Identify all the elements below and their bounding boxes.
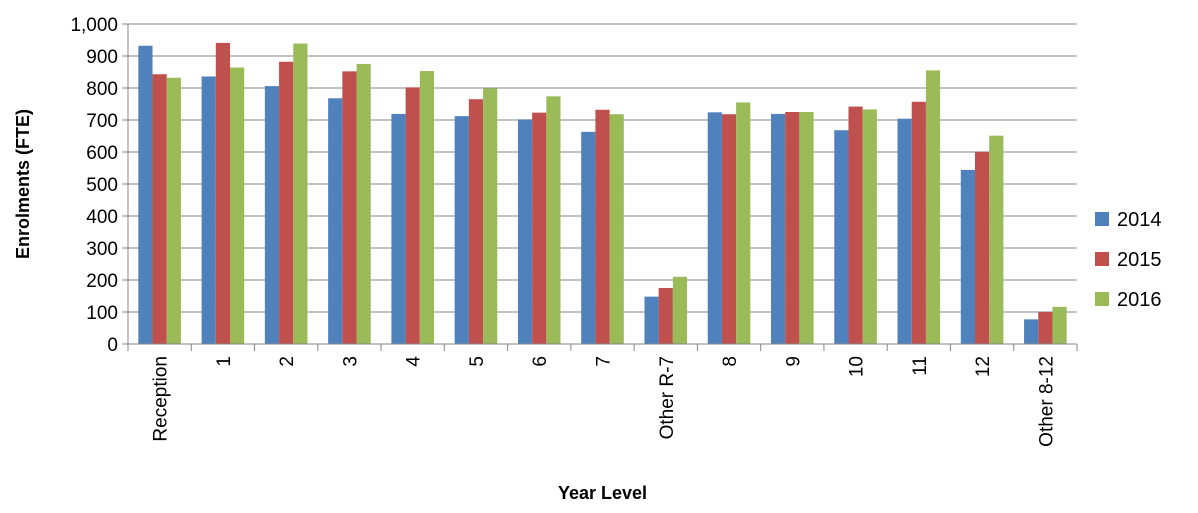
x-tick-label: 4 bbox=[404, 356, 425, 367]
y-tick-labels: 0 100 200 300 400 500 600 700 800 900 1,000 bbox=[70, 15, 118, 356]
y-tick-label: 200 bbox=[86, 271, 118, 292]
x-axis-title: Year Level bbox=[558, 483, 647, 503]
y-tick-label: 700 bbox=[86, 111, 118, 132]
bar-2014 bbox=[644, 296, 659, 344]
x-tick-labels: Reception 1 2 3 4 5 6 7 Other R-7 8 9 10 11 12 Other 8… bbox=[151, 356, 1058, 447]
y-tick-label: 800 bbox=[86, 79, 118, 100]
bar-2015 bbox=[342, 71, 357, 345]
x-tick-label: Reception bbox=[151, 356, 172, 442]
bar-2015 bbox=[848, 106, 863, 344]
bar-2016 bbox=[862, 109, 877, 344]
legend-swatch-2014 bbox=[1095, 212, 1109, 226]
legend-label: 2015 bbox=[1117, 249, 1162, 271]
x-tick-label: 7 bbox=[594, 356, 615, 367]
x-tick-label: 8 bbox=[720, 356, 741, 367]
bar-2016 bbox=[356, 64, 371, 344]
bar-2014 bbox=[201, 76, 216, 344]
axes bbox=[127, 24, 1078, 351]
y-tick-label: 0 bbox=[107, 335, 118, 356]
bar-2014 bbox=[771, 113, 786, 344]
x-tick-label: 6 bbox=[530, 356, 551, 367]
y-tick-label: 300 bbox=[86, 239, 118, 260]
bar-2014 bbox=[138, 45, 153, 344]
bar-2015 bbox=[152, 74, 167, 345]
bar-2016 bbox=[925, 70, 941, 345]
bar-2014 bbox=[454, 116, 469, 344]
bar-2015 bbox=[279, 61, 294, 344]
x-tick-label: 5 bbox=[467, 356, 488, 367]
bar-2016 bbox=[672, 276, 688, 344]
bar-2014 bbox=[391, 113, 406, 344]
y-tick-label: 1,000 bbox=[70, 15, 118, 36]
x-tick-label: 1 bbox=[214, 356, 235, 367]
legend: 2014 2015 2016 bbox=[1095, 209, 1162, 311]
x-tick-label: 11 bbox=[910, 356, 931, 376]
bar-2016 bbox=[483, 88, 498, 344]
x-tick-label: 9 bbox=[783, 356, 804, 367]
bar-2014 bbox=[264, 86, 280, 344]
y-tick-label: 900 bbox=[86, 47, 118, 68]
y-tick-label: 500 bbox=[86, 175, 118, 196]
y-axis-title: Enrolments (FTE) bbox=[13, 109, 33, 259]
bar-2016 bbox=[166, 77, 181, 344]
bar-2016 bbox=[546, 96, 561, 344]
bar-2014 bbox=[1024, 319, 1039, 344]
bar-2016 bbox=[609, 114, 624, 345]
bar-2015 bbox=[215, 42, 230, 344]
bar-2015 bbox=[975, 151, 990, 344]
legend-label: 2016 bbox=[1117, 289, 1162, 311]
bar-2015 bbox=[785, 112, 800, 344]
x-tick-label: Other 8-12 bbox=[1036, 356, 1057, 447]
x-tick-label: 10 bbox=[847, 356, 868, 377]
bar-2014 bbox=[897, 118, 912, 344]
bar-2014 bbox=[328, 98, 343, 345]
bar-2015 bbox=[468, 99, 484, 344]
bar-2015 bbox=[595, 109, 610, 344]
x-tick-label: 12 bbox=[973, 356, 994, 377]
bar-2016 bbox=[230, 67, 245, 345]
bar-2015 bbox=[1038, 312, 1053, 344]
bar-2016 bbox=[736, 102, 751, 345]
bar-2016 bbox=[799, 112, 814, 344]
bar-2015 bbox=[532, 112, 547, 344]
bar-2016 bbox=[989, 135, 1004, 344]
y-tick-label: 400 bbox=[86, 207, 118, 228]
x-tick-label: Other R-7 bbox=[657, 356, 678, 439]
bar-2014 bbox=[517, 119, 533, 344]
legend-swatch-2015 bbox=[1095, 252, 1109, 266]
bar-2015 bbox=[658, 288, 673, 344]
bar-2014 bbox=[960, 169, 975, 344]
legend-label: 2014 bbox=[1117, 209, 1162, 231]
legend-swatch-2016 bbox=[1095, 292, 1109, 306]
bar-2015 bbox=[721, 114, 737, 345]
bars bbox=[138, 42, 1067, 345]
x-tick-label: 2 bbox=[277, 356, 298, 367]
bar-2014 bbox=[581, 131, 596, 344]
bar-2016 bbox=[419, 71, 434, 344]
bar-2016 bbox=[293, 43, 308, 345]
y-tick-label: 100 bbox=[86, 303, 118, 324]
bar-2015 bbox=[405, 87, 420, 345]
bar-2014 bbox=[707, 112, 722, 344]
bar-2015 bbox=[911, 101, 926, 344]
y-tick-label: 600 bbox=[86, 143, 118, 164]
bar-2016 bbox=[1052, 306, 1067, 344]
x-tick-label: 3 bbox=[340, 356, 361, 367]
bar-2014 bbox=[834, 130, 849, 344]
